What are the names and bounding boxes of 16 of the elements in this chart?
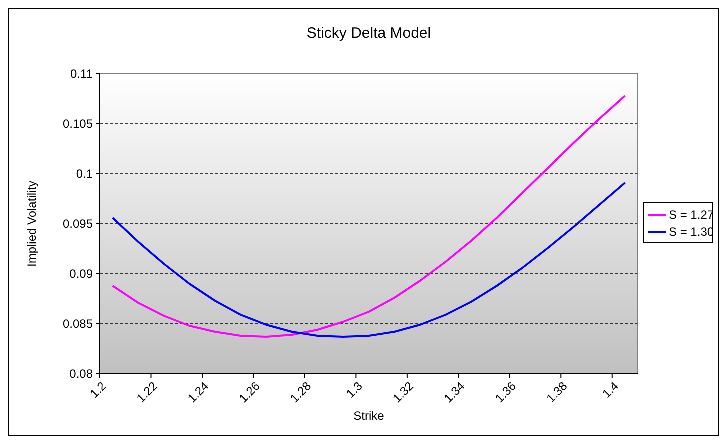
line-series: [112, 95, 626, 338]
x-tick-label: 1.3: [344, 378, 366, 401]
y-tick-label: 0.11: [70, 67, 94, 82]
y-tick-label: 0.1: [76, 167, 94, 182]
x-axis-title: Strike: [354, 409, 385, 423]
y-tick-label: 0.105: [62, 117, 94, 132]
y-tick-label: 0.09: [70, 267, 94, 282]
y-tick-label: 0.08: [70, 367, 94, 382]
y-tick-label: 0.095: [62, 217, 94, 232]
x-tick-label: 1.4: [600, 378, 622, 401]
x-tick-label: 1.2: [87, 378, 110, 401]
y-axis-title: Implied Volatility: [25, 180, 39, 268]
y-tick-label: 0.085: [62, 317, 94, 332]
chart-title: Sticky Delta Model: [306, 25, 432, 42]
line-series: [112, 182, 626, 338]
legend-label: S = 1.27: [669, 208, 714, 222]
